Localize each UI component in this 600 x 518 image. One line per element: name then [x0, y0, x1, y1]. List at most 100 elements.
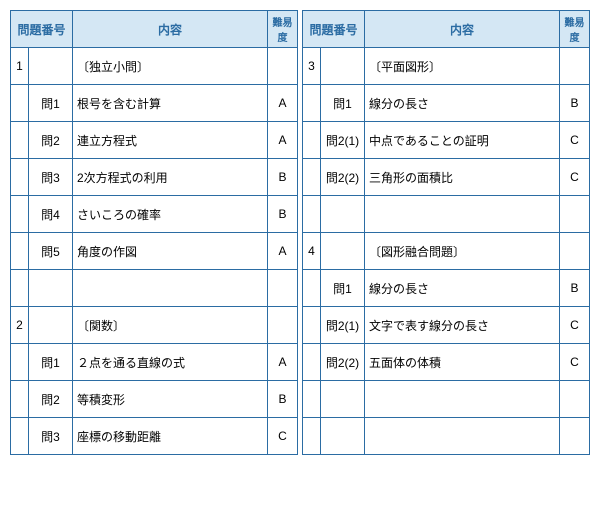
cell-num — [303, 122, 321, 159]
cell-num — [303, 344, 321, 381]
header-question-no: 問題番号 — [303, 11, 365, 48]
cell-content: 根号を含む計算 — [73, 85, 268, 122]
cell-sub: 問5 — [29, 233, 73, 270]
table-row — [303, 196, 590, 233]
cell-difficulty: B — [560, 85, 590, 122]
cell-difficulty — [560, 233, 590, 270]
cell-num — [11, 270, 29, 307]
cell-difficulty: B — [268, 159, 298, 196]
cell-content: 線分の長さ — [365, 85, 560, 122]
table-row: 問2連立方程式A — [11, 122, 298, 159]
cell-sub: 問2(1) — [321, 122, 365, 159]
cell-difficulty: A — [268, 85, 298, 122]
cell-sub: 問2(2) — [321, 159, 365, 196]
cell-num — [303, 85, 321, 122]
cell-sub — [321, 196, 365, 233]
table-row: 1〔独立小問〕 — [11, 48, 298, 85]
cell-num — [303, 196, 321, 233]
cell-sub: 問2 — [29, 381, 73, 418]
table-row: 2 〔関数〕 — [11, 307, 298, 344]
cell-content: 連立方程式 — [73, 122, 268, 159]
cell-content: 五面体の体積 — [365, 344, 560, 381]
cell-num — [11, 381, 29, 418]
cell-num — [303, 270, 321, 307]
cell-content: ２点を通る直線の式 — [73, 344, 268, 381]
cell-sub — [321, 48, 365, 85]
table-row: 問3座標の移動距離C — [11, 418, 298, 455]
cell-difficulty: C — [560, 159, 590, 196]
table-row: 問1根号を含む計算A — [11, 85, 298, 122]
cell-sub — [29, 307, 73, 344]
header-difficulty: 難易度 — [268, 11, 298, 48]
cell-difficulty: A — [268, 344, 298, 381]
cell-sub: 問2(1) — [321, 307, 365, 344]
cell-sub: 問1 — [29, 344, 73, 381]
cell-content — [365, 196, 560, 233]
cell-sub — [321, 418, 365, 455]
cell-content: 〔関数〕 — [73, 307, 268, 344]
cell-difficulty — [560, 48, 590, 85]
header-content: 内容 — [365, 11, 560, 48]
left-tbody: 1〔独立小問〕問1根号を含む計算A問2連立方程式A問32次方程式の利用B問4さい… — [11, 48, 298, 455]
cell-num — [11, 85, 29, 122]
cell-num: 3 — [303, 48, 321, 85]
cell-num — [11, 196, 29, 233]
cell-difficulty: C — [560, 307, 590, 344]
cell-difficulty — [560, 196, 590, 233]
cell-content: 〔平面図形〕 — [365, 48, 560, 85]
cell-content — [365, 418, 560, 455]
cell-content: さいころの確率 — [73, 196, 268, 233]
tables-container: 問題番号 内容 難易度 1〔独立小問〕問1根号を含む計算A問2連立方程式A問32… — [10, 10, 590, 455]
table-row — [11, 270, 298, 307]
header-row: 問題番号 内容 難易度 — [11, 11, 298, 48]
cell-num — [11, 344, 29, 381]
cell-content: 中点であることの証明 — [365, 122, 560, 159]
cell-num — [11, 159, 29, 196]
cell-content: 〔図形融合問題〕 — [365, 233, 560, 270]
cell-content: 角度の作図 — [73, 233, 268, 270]
cell-content: 等積変形 — [73, 381, 268, 418]
cell-difficulty: B — [560, 270, 590, 307]
cell-content: 線分の長さ — [365, 270, 560, 307]
right-tbody: 3〔平面図形〕問1線分の長さB問2(1)中点であることの証明C問2(2)三角形の… — [303, 48, 590, 455]
header-row: 問題番号 内容 難易度 — [303, 11, 590, 48]
cell-difficulty: C — [560, 122, 590, 159]
cell-content: 三角形の面積比 — [365, 159, 560, 196]
table-row — [303, 418, 590, 455]
cell-difficulty: A — [268, 233, 298, 270]
cell-num — [303, 418, 321, 455]
cell-difficulty — [268, 270, 298, 307]
table-row: 問1２点を通る直線の式A — [11, 344, 298, 381]
cell-difficulty: B — [268, 381, 298, 418]
cell-sub — [321, 233, 365, 270]
cell-difficulty — [560, 381, 590, 418]
left-table: 問題番号 内容 難易度 1〔独立小問〕問1根号を含む計算A問2連立方程式A問32… — [10, 10, 298, 455]
cell-num — [11, 233, 29, 270]
cell-sub: 問4 — [29, 196, 73, 233]
cell-num: 1 — [11, 48, 29, 85]
cell-difficulty: A — [268, 122, 298, 159]
cell-sub — [321, 381, 365, 418]
table-row: 問2等積変形B — [11, 381, 298, 418]
cell-sub — [29, 270, 73, 307]
cell-content: 文字で表す線分の長さ — [365, 307, 560, 344]
table-row: 4 〔図形融合問題〕 — [303, 233, 590, 270]
header-difficulty: 難易度 — [560, 11, 590, 48]
table-row: 問2(2)五面体の体積C — [303, 344, 590, 381]
cell-num — [303, 307, 321, 344]
cell-difficulty — [268, 307, 298, 344]
cell-sub: 問3 — [29, 418, 73, 455]
header-question-no: 問題番号 — [11, 11, 73, 48]
cell-content: 座標の移動距離 — [73, 418, 268, 455]
table-row: 問2(1)中点であることの証明C — [303, 122, 590, 159]
table-row: 問1線分の長さB — [303, 270, 590, 307]
cell-num: 4 — [303, 233, 321, 270]
cell-num: 2 — [11, 307, 29, 344]
cell-difficulty: B — [268, 196, 298, 233]
cell-difficulty — [268, 48, 298, 85]
table-row — [303, 381, 590, 418]
table-row: 問1線分の長さB — [303, 85, 590, 122]
cell-sub: 問1 — [29, 85, 73, 122]
cell-sub: 問2(2) — [321, 344, 365, 381]
cell-sub: 問2 — [29, 122, 73, 159]
